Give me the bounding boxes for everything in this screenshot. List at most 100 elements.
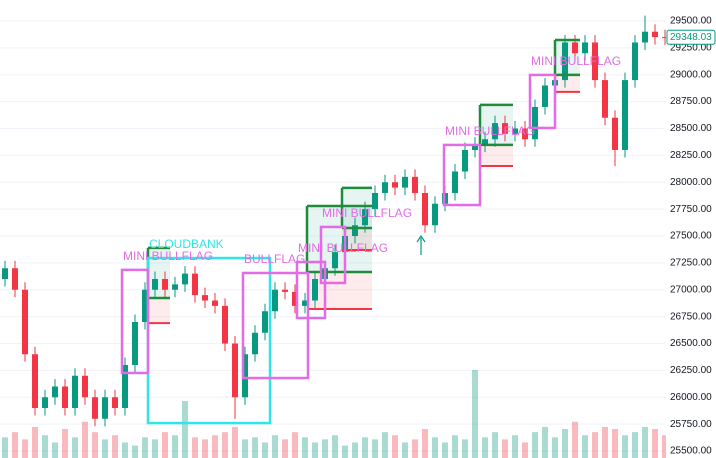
volume-bar [162,432,168,458]
candle-body [372,192,378,210]
volume-bar [452,435,458,458]
volume-bar [542,426,548,458]
y-tick-label: 28750.00 [670,96,712,107]
pattern-box [295,260,327,320]
candle-body [2,268,8,279]
volume-bar [212,435,218,458]
volume-bar [152,439,158,458]
candle-body [382,182,388,193]
candle-body [312,278,318,301]
volume-bar [272,435,278,458]
grid [0,20,665,452]
candle-body [412,176,418,193]
volume-bar [22,439,28,458]
candle-body [592,42,598,81]
candle-body [92,397,98,419]
candle-body [12,268,18,290]
volume-bar [2,437,8,458]
y-tick-label: 27250.00 [670,258,712,269]
pattern-box [319,225,347,285]
y-tick-label: 25750.00 [670,419,712,430]
candle-body [42,397,48,409]
loss-zone [342,228,372,250]
candle-layer [2,15,668,427]
price-axis: 25500.00 25750.00 26000.00 26250.00 26500.00… [666,0,716,458]
candle-body [102,397,108,419]
candle-body [292,291,298,306]
candle-body [112,397,118,409]
volume-bar [572,421,578,458]
candle-body [352,225,358,236]
volume-bar [492,432,498,458]
volume-bar [122,442,128,458]
candle-body [422,192,428,226]
loss-zone [148,298,170,324]
candle-body [332,252,338,269]
candle-body [432,203,438,226]
candle-body [652,31,658,38]
volume-bar [292,432,298,458]
candle-body [532,106,538,140]
volume-bar [462,439,468,458]
volume-bar [222,432,228,458]
volume-bar [372,439,378,458]
volume-bar [332,435,338,458]
volume-bar [352,442,358,458]
volume-bar [322,439,328,458]
y-tick-label: 27000.00 [670,284,712,295]
candle-body [202,295,208,301]
pattern-label: BULLFLAG [244,252,305,266]
volume-bar [622,435,628,458]
pattern-box [442,143,482,207]
volume-bar [652,429,658,458]
candle-body [232,343,238,398]
loss-zone [555,74,580,92]
volume-bar [92,432,98,458]
candle-body [172,284,178,290]
candle-body [252,332,258,355]
y-tick-label: 27500.00 [670,231,712,242]
y-tick-label: 25500.00 [670,446,712,457]
y-tick-label: 29500.00 [670,16,712,27]
y-tick-label: 28250.00 [670,150,712,161]
volume-bar [312,442,318,458]
volume-bar [552,437,558,458]
candle-body [362,209,368,226]
volume-bar [172,435,178,458]
volume-bar [282,439,288,458]
volume-bar [402,442,408,458]
candle-body [222,305,228,344]
loss-zone [480,144,513,166]
candle-body [542,85,548,107]
candle-body [622,80,628,150]
volume-bar [562,429,568,458]
candle-body [182,273,188,285]
candle-body [22,289,28,355]
pattern-box [120,268,150,375]
volume-bar [252,437,258,458]
volume-bar [422,429,428,458]
pattern-label: MINI BULLFLAG [298,241,388,255]
candle-body [572,42,578,54]
volume-bar [62,429,68,458]
volume-bar [362,437,368,458]
candle-body [522,128,528,140]
pattern-label: MINI BULLFLAG [531,54,621,68]
last-price-tag [666,29,716,45]
signal-arrow [416,234,426,255]
volume-bar [662,435,668,458]
candle-body [392,182,398,188]
y-tick-label: 29000.00 [670,69,712,80]
candle-body [462,149,468,172]
volume-bar [82,421,88,458]
y-tick-label: 26000.00 [670,392,712,403]
axis-background [666,0,716,458]
volume-bar [472,370,478,458]
candle-body [562,42,568,81]
y-tick-label: 28000.00 [670,177,712,188]
volume-bar [602,426,608,458]
volume-bar [262,442,268,458]
volume-bar [72,437,78,458]
candle-body [472,144,478,150]
